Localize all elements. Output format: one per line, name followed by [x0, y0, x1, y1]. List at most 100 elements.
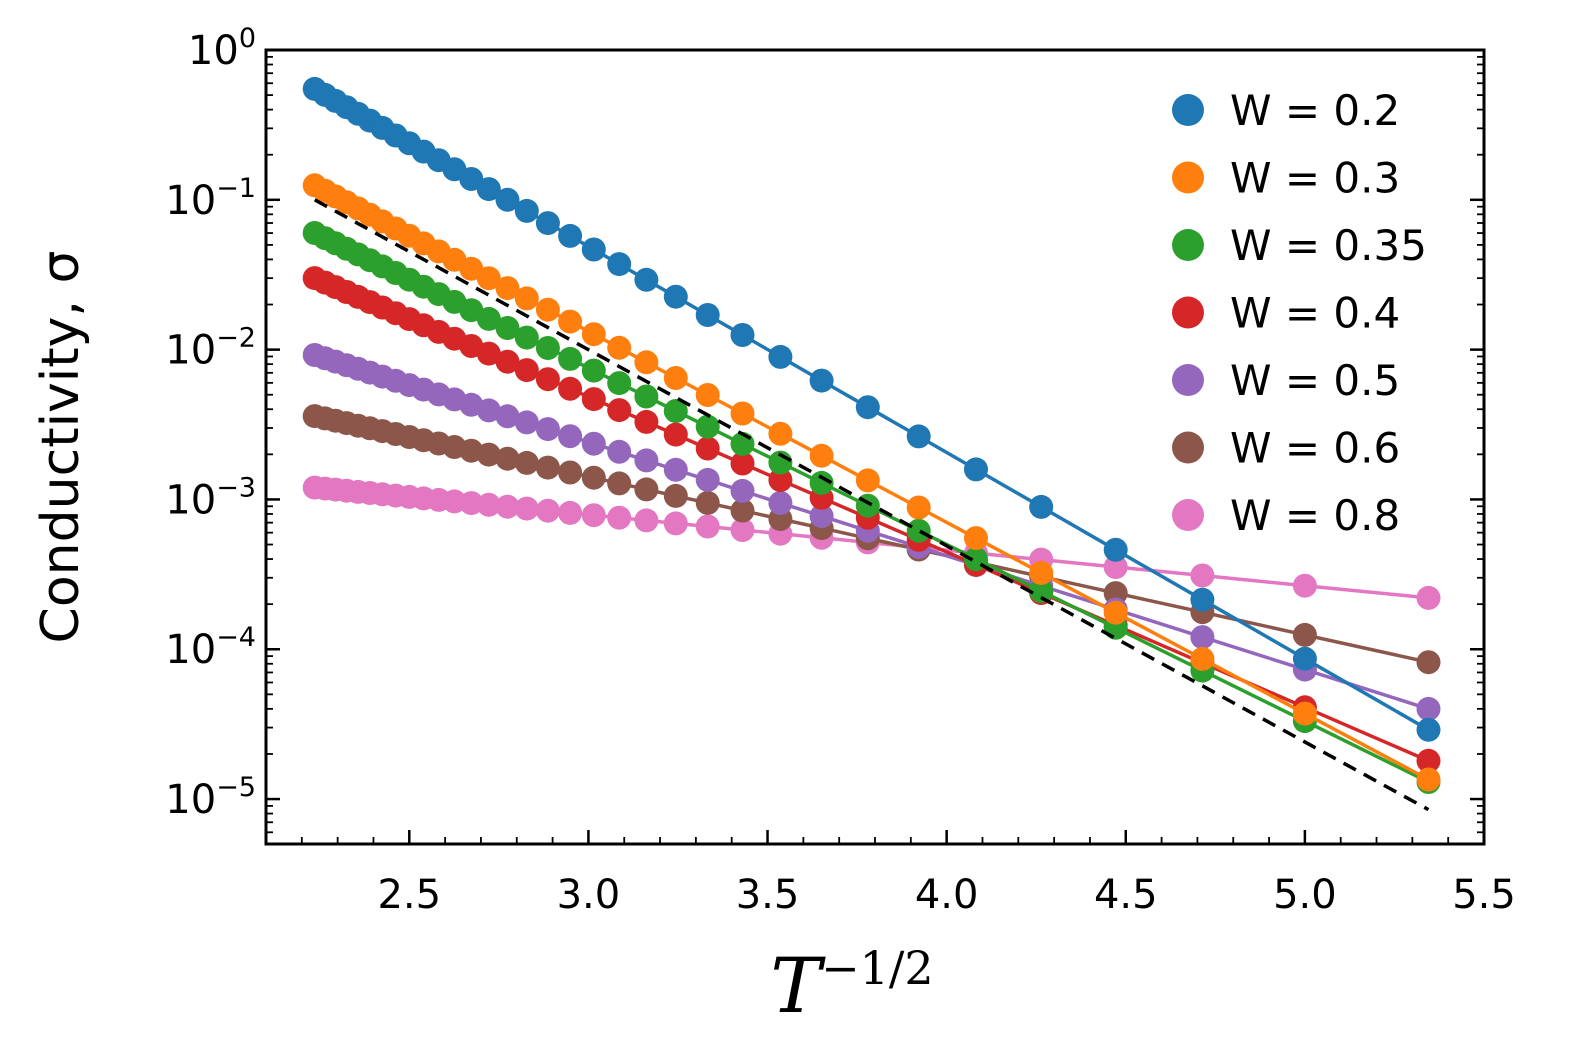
data-point: [730, 498, 755, 523]
data-point: [1292, 573, 1317, 598]
data-point: [476, 341, 501, 366]
data-point: [1292, 646, 1317, 671]
legend-entry: W = 0.4: [1172, 289, 1400, 338]
legend-marker: [1172, 94, 1204, 126]
data-point: [768, 421, 793, 446]
data-point: [809, 470, 834, 495]
data-point: [607, 505, 632, 530]
series-0.6: [302, 404, 1441, 675]
data-point: [1190, 587, 1215, 612]
data-point: [581, 431, 606, 456]
data-point: [634, 508, 659, 533]
x-tick-label: 3.0: [557, 872, 621, 918]
legend-label: W = 0.35: [1230, 221, 1427, 270]
x-axis-label-exponent: −1/2: [821, 941, 934, 995]
data-point: [663, 511, 688, 536]
data-point: [581, 237, 606, 262]
legend-marker: [1172, 431, 1204, 464]
series-0.5: [302, 343, 1441, 721]
x-tick-label: 4.5: [1094, 872, 1158, 918]
data-point: [695, 490, 720, 515]
data-point: [495, 494, 520, 519]
legend-entry: W = 0.3: [1172, 154, 1400, 203]
data-point: [663, 399, 688, 423]
data-point: [1190, 625, 1215, 650]
data-point: [476, 398, 501, 423]
data-point: [634, 350, 659, 375]
data-point: [1416, 696, 1441, 721]
data-point: [607, 471, 632, 496]
data-point: [476, 177, 501, 202]
data-point: [607, 252, 632, 277]
data-point: [1190, 646, 1215, 671]
data-point: [581, 322, 606, 347]
data-point: [1190, 563, 1215, 588]
data-point: [730, 323, 755, 347]
series-0.2: [302, 76, 1441, 742]
data-point: [730, 401, 755, 426]
data-point: [558, 460, 583, 485]
x-tick-label: 4.0: [915, 872, 979, 918]
x-tick-label: 3.5: [736, 872, 800, 918]
data-point: [607, 398, 632, 423]
data-point: [695, 436, 720, 461]
data-point: [634, 409, 659, 434]
y-tick-label: 10−3: [165, 472, 256, 523]
data-point: [1103, 555, 1128, 579]
y-tick-label: 10−2: [165, 323, 256, 374]
legend-label: W = 0.4: [1230, 289, 1400, 338]
data-point: [607, 335, 632, 360]
data-point: [581, 503, 606, 528]
data-point: [535, 455, 560, 480]
data-point: [663, 483, 688, 508]
data-point: [663, 457, 688, 482]
data-point: [906, 518, 931, 543]
data-point: [695, 414, 720, 439]
data-point: [855, 395, 880, 420]
data-point: [695, 514, 720, 539]
data-point: [663, 284, 688, 309]
data-point: [1103, 581, 1128, 606]
x-axis-label-base: T: [770, 941, 826, 1030]
data-point: [459, 491, 484, 516]
data-point: [634, 448, 659, 473]
data-point: [558, 346, 583, 371]
data-point: [558, 223, 583, 248]
y-tick-label: 100: [188, 23, 256, 74]
legend-entry: W = 0.35: [1172, 221, 1427, 270]
data-point: [663, 366, 688, 390]
data-point: [634, 384, 659, 409]
data-point: [730, 478, 755, 503]
data-point: [964, 526, 988, 551]
data-point: [695, 303, 720, 327]
data-point: [558, 309, 583, 334]
data-point: [634, 477, 659, 502]
data-point: [855, 493, 880, 518]
x-tick-label: 5.5: [1452, 872, 1516, 918]
legend-marker: [1172, 161, 1204, 194]
data-point: [476, 306, 501, 331]
data-point: [558, 376, 583, 401]
data-point: [1416, 748, 1441, 773]
data-point: [809, 368, 834, 393]
data-point: [809, 443, 834, 468]
data-point: [514, 325, 539, 350]
data-point: [495, 404, 520, 429]
data-point: [1416, 717, 1441, 742]
data-point: [730, 518, 755, 542]
data-point: [581, 358, 606, 383]
legend-entry: W = 0.6: [1172, 424, 1400, 473]
data-point: [1103, 600, 1128, 625]
data-point: [768, 344, 793, 369]
y-tick-label: 10−1: [165, 173, 256, 224]
data-point: [1103, 537, 1128, 562]
data-point: [1029, 560, 1054, 585]
plot-area: [302, 76, 1441, 812]
data-point: [476, 442, 501, 467]
data-point: [964, 457, 988, 482]
data-point: [581, 465, 606, 490]
data-point: [514, 198, 539, 223]
data-point: [495, 349, 520, 374]
fit-line: [313, 198, 1430, 812]
